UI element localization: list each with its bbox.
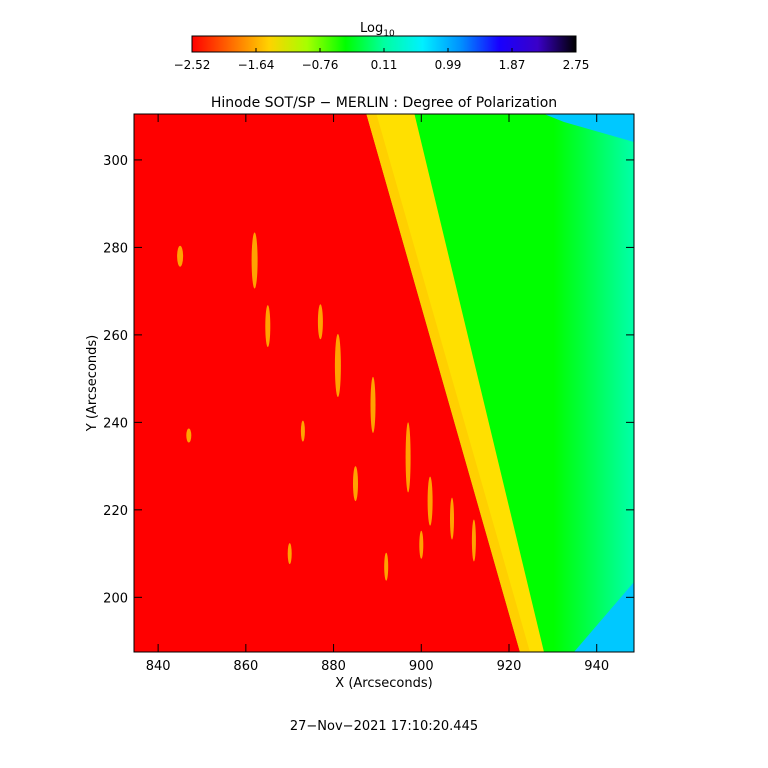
y-tick-label: 220 [103, 504, 128, 519]
plot-frame [133, 113, 635, 653]
colorbar-ticks: −2.52 −1.64 −0.76 0.11 0.99 1.87 2.75 [174, 48, 590, 72]
disk-feature [177, 245, 184, 267]
y-axis-ticks: 200 220 240 260 280 300 [103, 154, 634, 606]
disk-feature [419, 530, 424, 559]
colorbar: Log10 −2.52 −1.64 −0.76 0.11 0.99 1.87 2.75 [174, 21, 590, 72]
corner-patch-bottom-right [574, 582, 634, 652]
disk-feature [427, 476, 433, 526]
timestamp: 27−Nov−2021 17:10:20.445 [290, 719, 478, 734]
colorbar-tick-label: −1.64 [238, 58, 275, 72]
disk-feature [450, 497, 454, 540]
x-tick-label: 940 [584, 659, 609, 674]
disk-feature [370, 376, 376, 433]
corner-patch-top-right [544, 114, 634, 142]
disk-feature [265, 305, 271, 348]
colorbar-tick-label: −0.76 [302, 58, 339, 72]
y-tick-label: 200 [103, 591, 128, 606]
disk-feature [287, 543, 292, 565]
x-tick-label: 860 [233, 659, 258, 674]
colorbar-tick-label: 0.11 [371, 58, 398, 72]
limb-edge [366, 114, 530, 652]
colorbar-label: Log10 [360, 21, 395, 39]
disk-feature [384, 552, 389, 581]
x-axis-ticks: 840 860 880 900 920 940 [146, 114, 609, 674]
disk-feature [334, 334, 341, 397]
heatmap [134, 114, 634, 652]
y-tick-label: 260 [103, 329, 128, 344]
y-axis-label: Y (Arcseconds) [85, 335, 100, 432]
x-tick-label: 880 [321, 659, 346, 674]
colorbar-tick-label: 0.99 [435, 58, 462, 72]
colorbar-tick-label: −2.52 [174, 58, 211, 72]
x-axis-label: X (Arcseconds) [335, 676, 432, 691]
x-tick-label: 900 [409, 659, 434, 674]
x-tick-label: 840 [146, 659, 171, 674]
x-tick-label: 920 [497, 659, 522, 674]
disk-feature [317, 304, 323, 340]
disk-feature [353, 466, 358, 502]
chart-title: Hinode SOT/SP − MERLIN : Degree of Polar… [211, 95, 557, 111]
disk-feature [186, 428, 192, 443]
disk-features [177, 232, 476, 581]
disk-feature [251, 232, 258, 289]
disk-feature [405, 422, 411, 493]
disk-feature [300, 420, 305, 442]
colorbar-tick-label: 2.75 [563, 58, 590, 72]
colorbar-tick-label: 1.87 [499, 58, 526, 72]
y-tick-label: 240 [103, 416, 128, 431]
disk-feature [471, 519, 476, 562]
y-tick-label: 300 [103, 154, 128, 169]
y-tick-label: 280 [103, 241, 128, 256]
